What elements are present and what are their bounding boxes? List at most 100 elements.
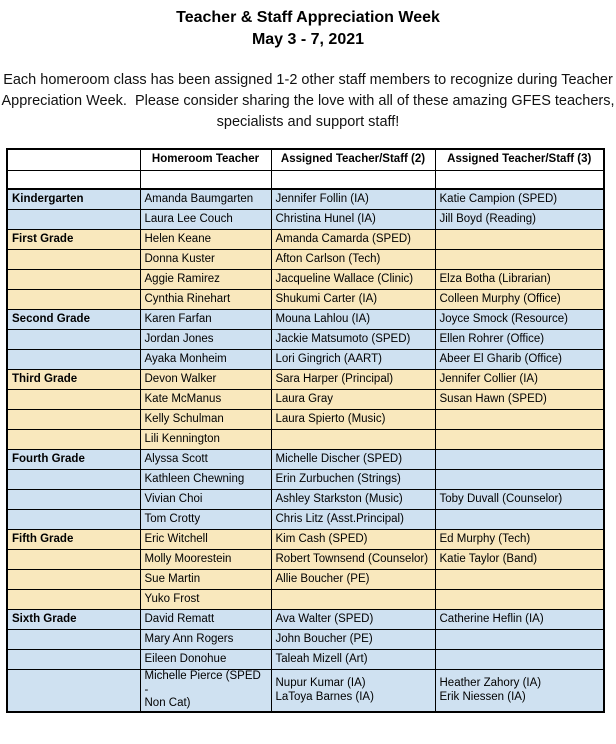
homeroom-cell: Cynthia Rinehart	[139, 289, 272, 310]
grade-cell	[6, 629, 141, 650]
table-row: Mary Ann Rogers John Boucher (PE)	[6, 629, 605, 650]
intro-line: specialists and support staff!	[216, 114, 400, 130]
homeroom-cell: Laura Lee Couch	[139, 209, 272, 230]
homeroom-cell: Alyssa Scott	[139, 449, 272, 470]
staff2-cell: Jennifer Follin (IA)	[270, 188, 436, 210]
homeroom-cell: Tom Crotty	[139, 509, 272, 530]
grade-cell	[6, 509, 141, 530]
table-row: Vivian Choi Ashley Starkston (Music) Toby …	[6, 489, 605, 510]
staff2-cell: Afton Carlson (Tech)	[270, 249, 436, 270]
staff2-cell: John Boucher (PE)	[270, 629, 436, 650]
spacer-cell	[6, 170, 141, 190]
homeroom-cell: Sue Martin	[139, 569, 272, 590]
staff2-cell: Amanda Camarda (SPED)	[270, 229, 436, 250]
table-row: Third Grade Devon Walker Sara Harper (Prin…	[6, 369, 605, 390]
column-header: Assigned Teacher/Staff (3)	[434, 148, 605, 171]
homeroom-cell: Vivian Choi	[139, 489, 272, 510]
grade-cell	[6, 349, 141, 370]
homeroom-cell: Kelly Schulman	[139, 409, 272, 430]
header-row: Homeroom Teacher Assigned Teacher/Staff (…	[6, 148, 605, 171]
grade-cell: Fourth Grade	[6, 449, 141, 470]
staff2-cell: Erin Zurbuchen (Strings)	[270, 469, 436, 490]
staff3-cell: Jill Boyd (Reading)	[434, 209, 605, 230]
grade-cell	[6, 269, 141, 290]
grade-cell	[6, 409, 141, 430]
document-header: Teacher & Staff Appreciation Week May 3 …	[0, 7, 616, 51]
staff2-cell: Lori Gingrich (AART)	[270, 349, 436, 370]
spacer-cell	[434, 170, 605, 190]
grade-cell	[6, 669, 141, 713]
table-row: Michelle Pierce (SPED - Non Cat) Nupur Ku…	[6, 669, 605, 713]
table-row: Laura Lee Couch Christina Hunel (IA) Jill …	[6, 209, 605, 230]
staff2-cell: Christina Hunel (IA)	[270, 209, 436, 230]
homeroom-cell: Eileen Donohue	[139, 649, 272, 670]
homeroom-cell: Helen Keane	[139, 229, 272, 250]
grade-cell	[6, 389, 141, 410]
staff2-cell: Jackie Matsumoto (SPED)	[270, 329, 436, 350]
intro-line: Each homeroom class has been assigned 1-…	[3, 72, 613, 88]
homeroom-cell: Karen Farfan	[139, 309, 272, 330]
homeroom-cell: Kathleen Chewning	[139, 469, 272, 490]
staff3-cell: Katie Campion (SPED)	[434, 188, 605, 210]
column-header: Assigned Teacher/Staff (2)	[270, 148, 436, 171]
staff3-cell: Katie Taylor (Band)	[434, 549, 605, 570]
table-row: Kindergarten Amanda Baumgarten Jennifer Fo…	[6, 188, 605, 210]
homeroom-cell: Amanda Baumgarten	[139, 188, 272, 210]
staff3-cell	[434, 449, 605, 470]
column-header: Homeroom Teacher	[139, 148, 272, 171]
page-subtitle: May 3 - 7, 2021	[251, 31, 365, 48]
staff2-cell: Laura Spierto (Music)	[270, 409, 436, 430]
grade-cell	[6, 209, 141, 230]
staff3-cell: Susan Hawn (SPED)	[434, 389, 605, 410]
staff3-cell	[434, 469, 605, 490]
staff3-cell: Abeer El Gharib (Office)	[434, 349, 605, 370]
table-body: Kindergarten Amanda Baumgarten Jennifer Fo…	[6, 170, 605, 713]
staff3-cell: Joyce Smock (Resource)	[434, 309, 605, 330]
grade-cell: Sixth Grade	[6, 609, 141, 630]
grade-cell	[6, 489, 141, 510]
homeroom-cell: Donna Kuster	[139, 249, 272, 270]
grade-cell: Third Grade	[6, 369, 141, 390]
staff2-cell: Michelle Discher (SPED)	[270, 449, 436, 470]
table-row: Molly Moorestein Robert Townsend (Counsel…	[6, 549, 605, 570]
homeroom-cell: Yuko Frost	[139, 589, 272, 610]
table-row: Kathleen Chewning Erin Zurbuchen (Strings…	[6, 469, 605, 490]
document-page: Teacher & Staff Appreciation Week May 3 …	[0, 7, 616, 744]
staff3-cell: Colleen Murphy (Office)	[434, 289, 605, 310]
staff3-cell: Jennifer Collier (IA)	[434, 369, 605, 390]
table-row: Kate McManus Laura Gray Susan Hawn (SPED)	[6, 389, 605, 410]
staff2-cell: Sara Harper (Principal)	[270, 369, 436, 390]
staff2-cell: Taleah Mizell (Art)	[270, 649, 436, 670]
homeroom-cell: David Rematt	[139, 609, 272, 630]
staff2-cell: Kim Cash (SPED)	[270, 529, 436, 550]
homeroom-cell: Eric Witchell	[139, 529, 272, 550]
staff3-cell	[434, 509, 605, 530]
intro-paragraph: Each homeroom class has been assigned 1-…	[0, 70, 616, 133]
table-row: Sixth Grade David Rematt Ava Walter (SPED)…	[6, 609, 605, 630]
staff2-cell	[270, 429, 436, 450]
staff2-cell: Shukumi Carter (IA)	[270, 289, 436, 310]
page-title: Teacher & Staff Appreciation Week	[176, 9, 440, 26]
grade-cell: First Grade	[6, 229, 141, 250]
homeroom-cell: Ayaka Monheim	[139, 349, 272, 370]
staff2-cell: Nupur Kumar (IA) LaToya Barnes (IA)	[270, 669, 436, 713]
grade-cell	[6, 429, 141, 450]
appreciation-table: Homeroom Teacher Assigned Teacher/Staff (…	[6, 148, 605, 713]
table-row: Fifth Grade Eric Witchell Kim Cash (SPED) E…	[6, 529, 605, 550]
spacer-row	[6, 170, 605, 190]
staff2-cell: Ashley Starkston (Music)	[270, 489, 436, 510]
staff3-cell: Catherine Heflin (IA)	[434, 609, 605, 630]
homeroom-cell: Devon Walker	[139, 369, 272, 390]
spacer-cell	[139, 170, 272, 190]
staff3-cell	[434, 589, 605, 610]
staff2-cell	[270, 589, 436, 610]
homeroom-cell: Jordan Jones	[139, 329, 272, 350]
staff3-cell	[434, 429, 605, 450]
table-row: Ayaka Monheim Lori Gingrich (AART) Abeer E…	[6, 349, 605, 370]
table-row: Yuko Frost	[6, 589, 605, 610]
staff2-cell: Mouna Lahlou (IA)	[270, 309, 436, 330]
table-row: Kelly Schulman Laura Spierto (Music)	[6, 409, 605, 430]
grade-cell	[6, 569, 141, 590]
grade-cell	[6, 549, 141, 570]
staff2-cell: Chris Litz (Asst.Principal)	[270, 509, 436, 530]
